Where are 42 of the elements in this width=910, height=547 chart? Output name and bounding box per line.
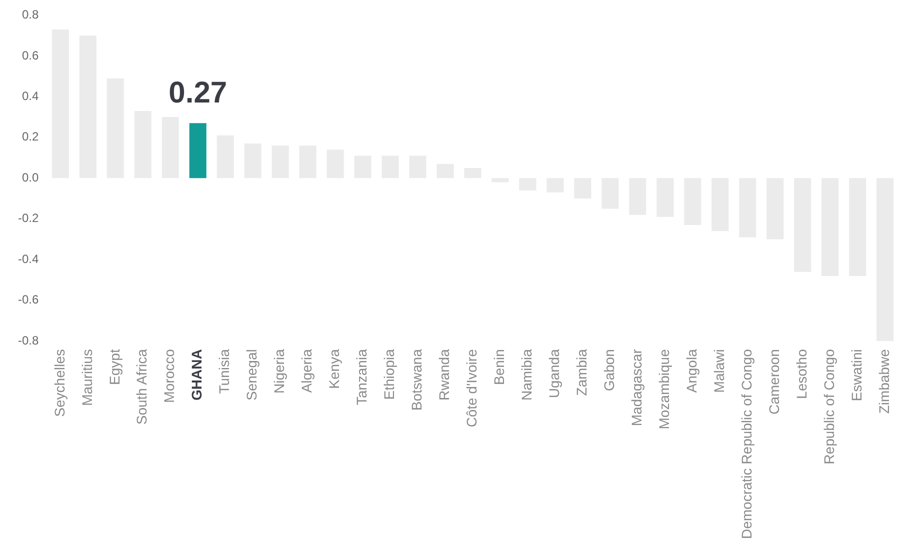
x-tick-label: Gabon xyxy=(601,349,618,392)
x-tick-label: Ethiopia xyxy=(381,348,398,400)
y-tick-label: 0.2 xyxy=(22,130,39,144)
x-tick-label: Zimbabwe xyxy=(876,348,892,414)
x-tick-label: Uganda xyxy=(546,348,562,398)
x-tick-label: Rwanda xyxy=(436,348,452,401)
x-tick-label: Lesotho xyxy=(793,348,810,399)
x-tick-label: South Africa xyxy=(134,348,150,425)
x-tick-label: Botswana xyxy=(408,348,425,411)
y-tick-label: 0.8 xyxy=(22,8,39,22)
y-tick-label: -0.8 xyxy=(18,333,39,348)
x-tick-label: Nigeria xyxy=(271,348,288,394)
x-tick-label: Algeria xyxy=(298,348,315,393)
x-tick-label: Benin xyxy=(491,349,508,385)
x-tick-label: Tunisia xyxy=(216,348,232,394)
x-tick-label: Tanzania xyxy=(354,348,370,406)
x-tick-label: GHANA xyxy=(188,349,205,400)
y-tick-label: -0.2 xyxy=(18,211,39,226)
x-tick-label: Malawi xyxy=(710,349,727,393)
x-tick-label: Madagascar xyxy=(628,348,645,426)
x-tick-label: Namibia xyxy=(518,348,535,400)
x-tick-label: Côte d'Ivoire xyxy=(464,348,480,428)
x-tick-label: Democratic Republic of Congo xyxy=(738,348,754,540)
x-tick-label: Eswatini xyxy=(848,349,864,402)
y-tick-label: -0.4 xyxy=(18,252,39,266)
x-tick-label: Senegal xyxy=(244,349,260,401)
y-tick-label: -0.6 xyxy=(18,292,39,307)
x-tick-label: Mozambique xyxy=(656,348,672,430)
data-label: 0.27 xyxy=(168,76,228,110)
y-tick-label: 0.4 xyxy=(22,88,39,103)
x-tick-label: Seychelles xyxy=(51,349,68,417)
x-tick-label: Morocco xyxy=(161,348,178,403)
x-tick-label: Cameroon xyxy=(766,349,782,415)
bar xyxy=(189,123,206,178)
x-tick-label: Zambia xyxy=(574,348,590,396)
x-tick-label: Egypt xyxy=(106,349,122,385)
x-tick-label: Mauritius xyxy=(78,349,95,406)
x-tick-label: Angola xyxy=(683,348,700,393)
y-tick-label: 0.0 xyxy=(22,170,39,184)
x-tick-label: Republic of Congo xyxy=(820,348,837,464)
x-tick-label: Kenya xyxy=(326,348,342,389)
y-tick-label: 0.6 xyxy=(22,48,39,62)
